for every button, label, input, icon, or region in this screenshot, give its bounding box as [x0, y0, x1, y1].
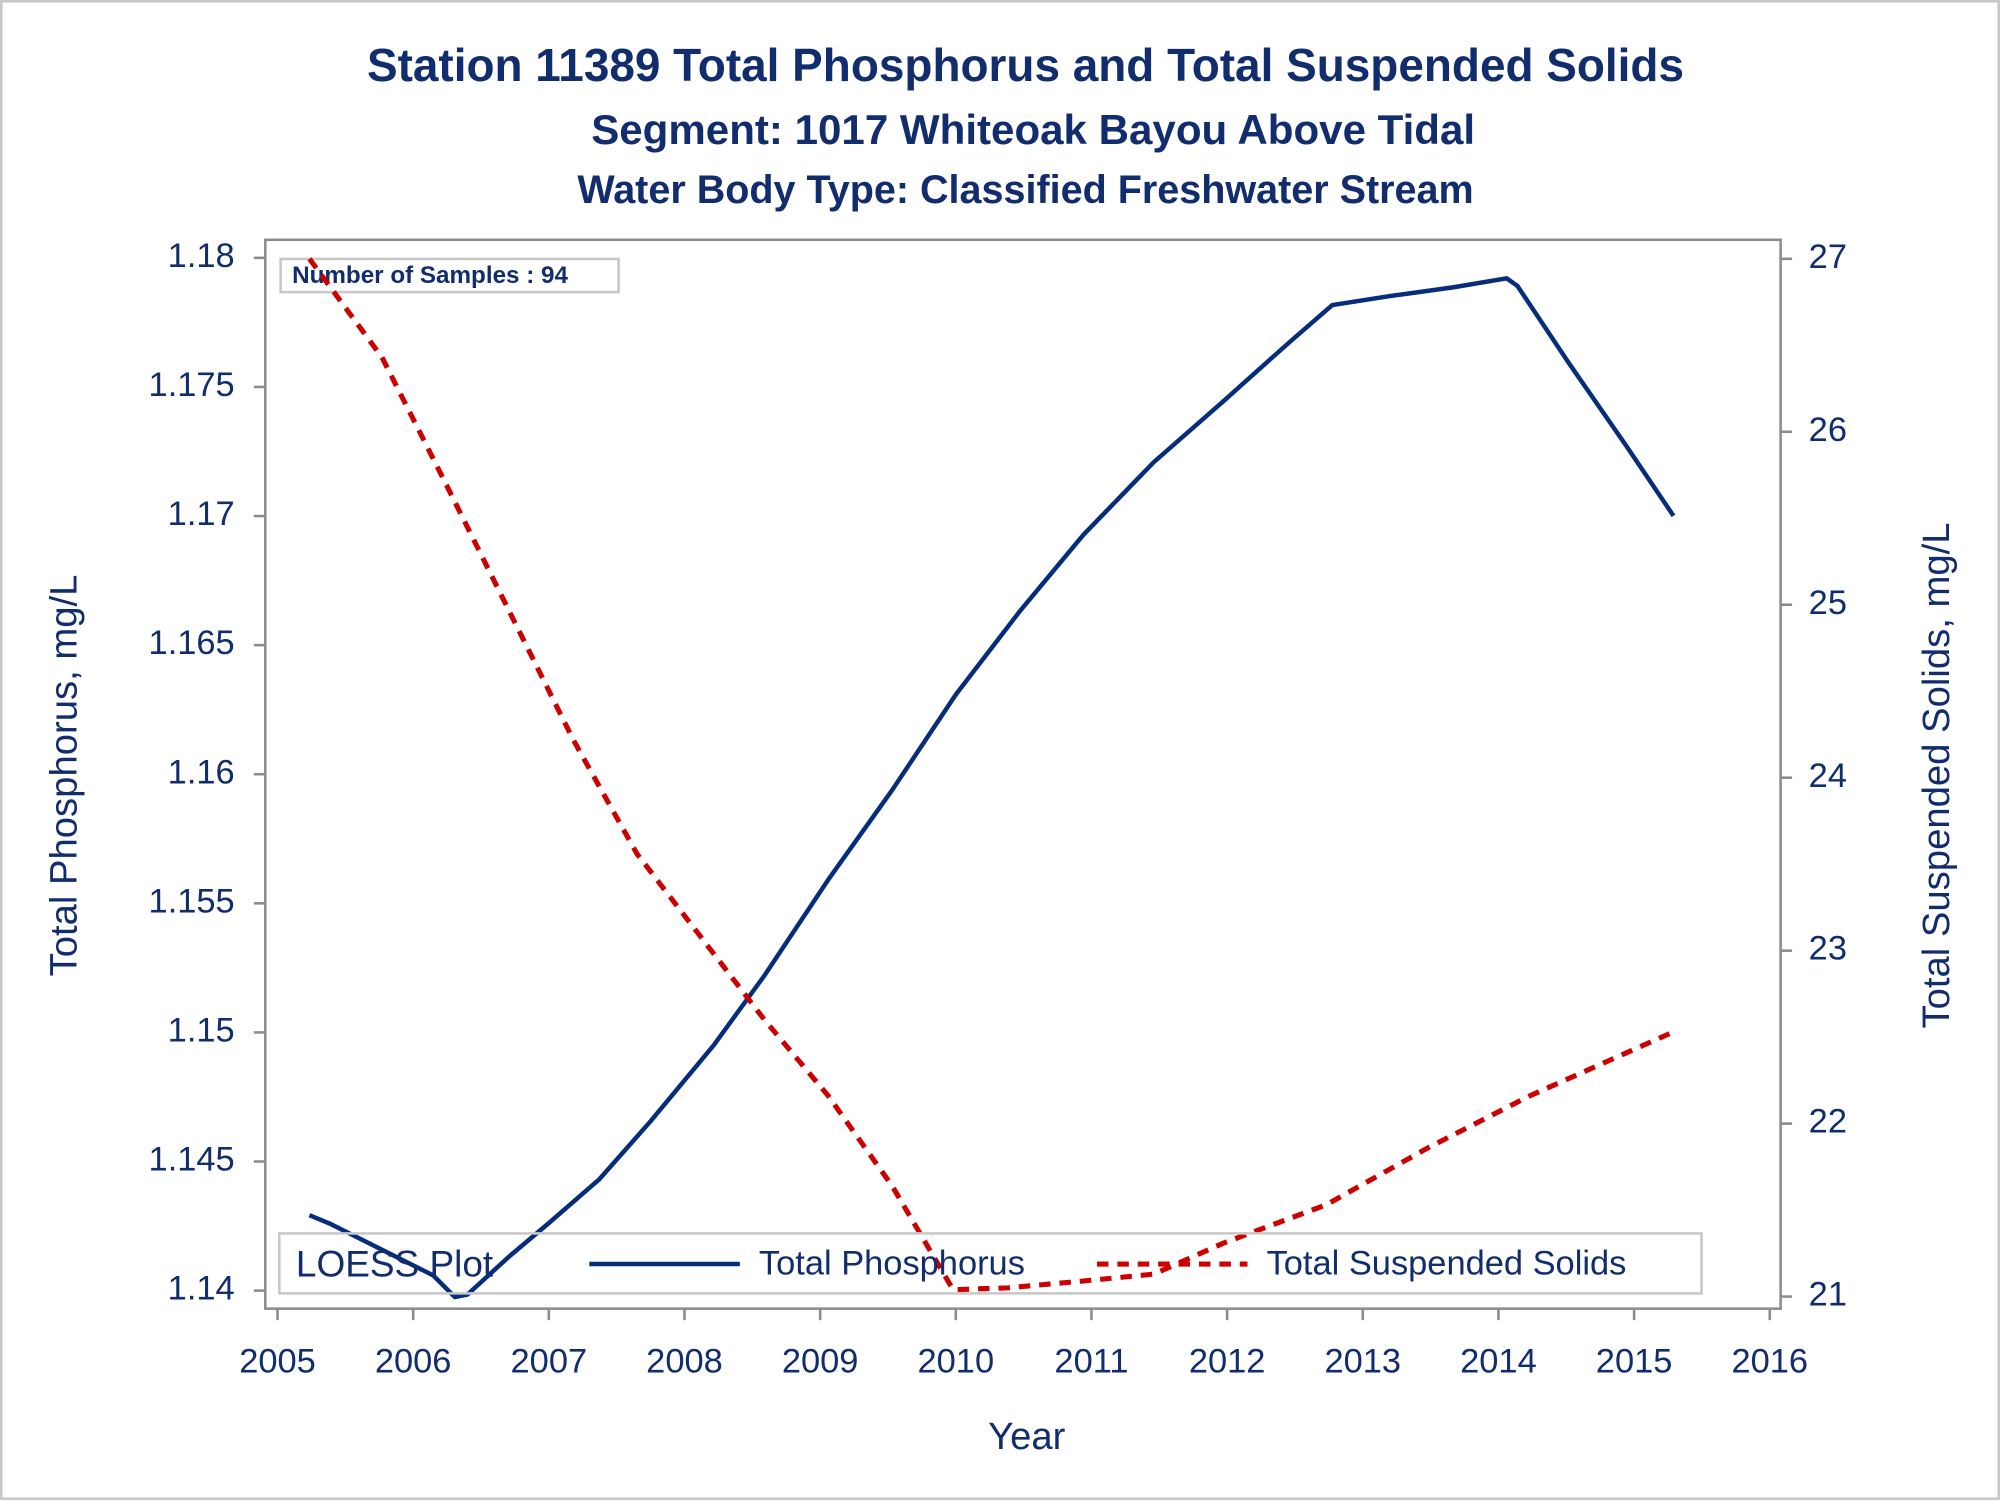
- x-tick-label: 2005: [239, 1343, 316, 1381]
- line-series: [308, 276, 1676, 1300]
- x-tick-label: 2007: [511, 1343, 588, 1381]
- x-tick-label: 2014: [1460, 1343, 1537, 1381]
- y2-tick-label: 27: [1809, 238, 1847, 276]
- legend-box: [278, 1232, 1703, 1295]
- y-tick-label: 1.18: [168, 237, 235, 275]
- chart-title: Station 11389 Total Phosphorus and Total…: [367, 39, 1684, 91]
- y-tick-label: 1.17: [168, 495, 235, 533]
- y-tick-label: 1.165: [149, 624, 235, 662]
- y-tick-label: 1.145: [149, 1141, 235, 1179]
- x-tick-label: 2010: [918, 1343, 995, 1381]
- y2-tick-label: 23: [1809, 930, 1847, 968]
- y2-tick-label: 26: [1809, 411, 1847, 449]
- x-tick-label: 2006: [375, 1343, 452, 1381]
- y-axis-label: Total Phosphorus, mg/L: [42, 575, 85, 977]
- annotation: Number of Samples : 94: [292, 262, 568, 289]
- legend-label: Total Suspended Solids: [1267, 1244, 1627, 1282]
- y2-tick-label: 25: [1809, 584, 1847, 622]
- x-tick-label: 2009: [782, 1343, 859, 1381]
- y2-tick-label: 21: [1809, 1276, 1847, 1314]
- y-tick-label: 1.155: [149, 882, 235, 920]
- chart-subtitle: Segment: 1017 Whiteoak Bayou Above Tidal: [591, 106, 1475, 153]
- x-tick-label: 2016: [1731, 1343, 1808, 1381]
- y2-tick-label: 24: [1809, 757, 1847, 795]
- x-tick-label: 2015: [1596, 1343, 1673, 1381]
- x-tick-label: 2011: [1054, 1343, 1128, 1381]
- y-tick-label: 1.14: [168, 1270, 235, 1308]
- legend-title: LOESS Plot: [296, 1243, 493, 1284]
- y2-tick-label: 22: [1809, 1103, 1847, 1141]
- legend-label: Total Phosphorus: [759, 1244, 1025, 1282]
- x-axis-label: Year: [988, 1415, 1066, 1458]
- x-tick-label: 2013: [1324, 1343, 1401, 1381]
- chart-subtitle: Water Body Type: Classified Freshwater S…: [577, 168, 1473, 212]
- y-tick-label: 1.175: [149, 366, 235, 404]
- x-tick-label: 2012: [1189, 1343, 1266, 1381]
- y2-axis-label: Total Suspended Solids, mg/L: [1915, 522, 1958, 1028]
- annotation-box: [279, 257, 620, 294]
- y-tick-label: 1.15: [168, 1012, 235, 1050]
- y-tick-label: 1.16: [168, 753, 235, 791]
- x-tick-label: 2008: [646, 1343, 723, 1381]
